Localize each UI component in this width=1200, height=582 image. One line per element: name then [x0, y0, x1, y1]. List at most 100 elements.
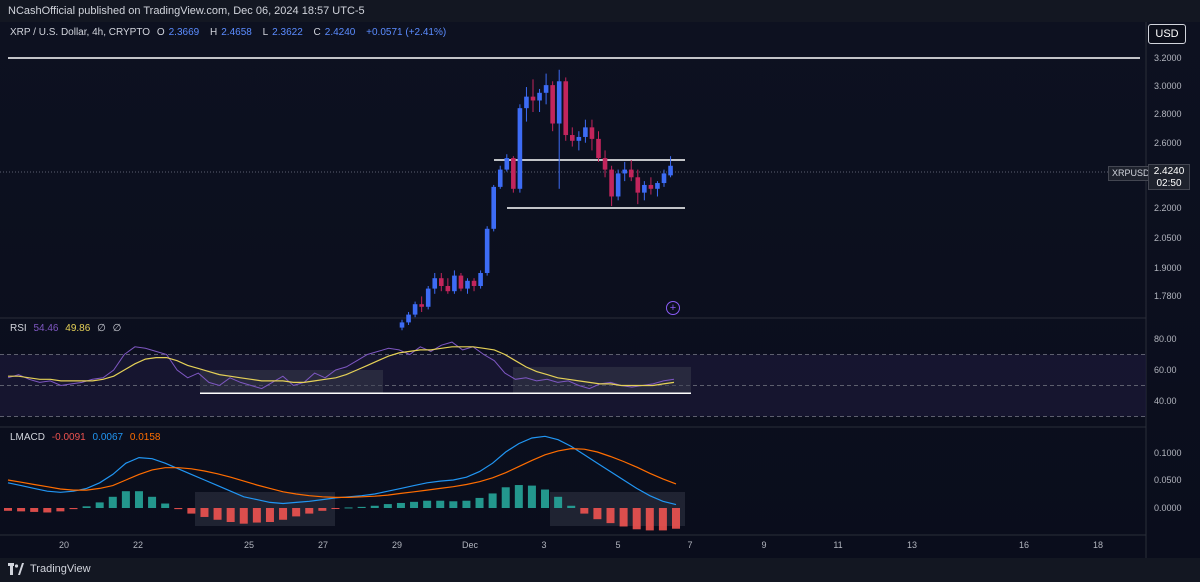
macd-histogram-bar: [279, 508, 288, 520]
macd-histogram-bar: [161, 503, 170, 508]
rsi-axis-label: 40.00: [1154, 396, 1177, 406]
candle-body: [583, 127, 588, 137]
macd-histogram-bar: [30, 508, 39, 512]
macd-histogram-bar: [488, 493, 497, 508]
macd-histogram-bar: [226, 508, 235, 522]
time-axis-label: 29: [391, 540, 403, 550]
bar-countdown: 02:50: [1156, 178, 1182, 189]
time-axis-label: 27: [317, 540, 329, 550]
time-axis-label: 16: [1018, 540, 1030, 550]
macd-histogram-bar: [501, 487, 510, 508]
low-value: 2.3622: [272, 27, 303, 38]
time-axis-label: 25: [243, 540, 255, 550]
macd-histogram-bar: [69, 508, 78, 510]
price-axis-label: 2.6000: [1154, 138, 1182, 148]
macd-histogram-bar: [645, 508, 654, 531]
candle-body: [648, 184, 654, 189]
candle-body: [439, 278, 444, 286]
price-axis-label: 1.9000: [1154, 263, 1182, 273]
candle-body: [412, 304, 418, 315]
candle-body: [622, 169, 627, 174]
macd-histogram-bar: [606, 508, 615, 524]
signal-line: [7, 447, 677, 498]
time-axis-label: 13: [906, 540, 918, 550]
last-price-tag: 2.4240 02:50: [1148, 164, 1190, 190]
price-axis-label: 2.0500: [1154, 233, 1182, 243]
macd-histogram-bar: [357, 506, 366, 508]
lmacd-axis-label: 0.1000: [1154, 448, 1182, 458]
lmacd-hist-value: -0.0091: [51, 432, 86, 443]
macd-histogram-bar: [423, 500, 432, 508]
macd-histogram-bar: [370, 505, 379, 508]
candle-body: [661, 173, 667, 184]
rsi-label[interactable]: RSI: [10, 323, 27, 334]
lmacd-axis-label: 0.0000: [1154, 503, 1182, 513]
macd-histogram-bar: [200, 508, 209, 517]
lmacd-label[interactable]: LMACD: [10, 432, 46, 443]
macd-histogram-bar: [672, 508, 680, 529]
candle-body: [635, 177, 641, 193]
macd-histogram-bar: [462, 500, 471, 508]
macd-histogram-bar: [134, 491, 143, 508]
open-label: O: [156, 27, 165, 38]
macd-histogram-bar: [567, 505, 576, 508]
candle-body: [465, 280, 470, 289]
time-axis-label: 7: [687, 540, 693, 550]
candle-body: [471, 280, 477, 286]
lmacd-axis-label: 0.0500: [1154, 475, 1182, 485]
candle-body: [458, 275, 464, 289]
candle-body: [452, 275, 457, 292]
candle-body: [642, 184, 647, 193]
price-axis-label: 3.2000: [1154, 53, 1182, 63]
lmacd-macd-value: 0.0067: [92, 432, 124, 443]
rsi-line: [7, 341, 675, 390]
currency-button[interactable]: USD: [1148, 24, 1186, 44]
macd-histogram-bar: [593, 508, 602, 520]
time-axis-label: 5: [615, 540, 621, 550]
open-value: 2.3669: [168, 27, 200, 38]
candle-body: [537, 92, 542, 101]
rsi-axis-label: 80.00: [1154, 334, 1177, 344]
macd-histogram-bar: [436, 500, 445, 508]
tradingview-logo[interactable]: TradingView: [8, 563, 91, 575]
candle-body: [511, 158, 516, 189]
macd-histogram-bar: [554, 496, 563, 508]
time-axis-label: 20: [58, 540, 70, 550]
macd-histogram-bar: [213, 508, 222, 520]
macd-histogram-bar: [187, 508, 196, 514]
rsi-empty-1: ∅: [97, 323, 106, 334]
candle-body: [491, 186, 496, 229]
chart-canvas[interactable]: [0, 22, 1200, 558]
add-plus-icon[interactable]: +: [666, 301, 680, 315]
change-value: +0.0571 (+2.41%): [366, 27, 447, 38]
macd-histogram-bar: [475, 497, 484, 508]
macd-histogram-bar: [580, 508, 589, 514]
macd-histogram-bar: [318, 508, 327, 511]
rsi-legend: RSI 54.46 49.86 ∅ ∅: [10, 323, 125, 334]
macd-histogram-bar: [265, 508, 274, 522]
low-label: L: [262, 27, 269, 38]
time-axis-label: 9: [761, 540, 767, 550]
candle-body: [609, 169, 614, 197]
candle-body: [419, 304, 424, 307]
candle-body: [425, 288, 431, 307]
candle-body: [655, 183, 660, 189]
lmacd-signal-value: 0.0158: [129, 432, 161, 443]
macd-histogram-bar: [305, 508, 314, 514]
macd-histogram-bar: [148, 496, 157, 508]
candle-body: [445, 286, 451, 292]
tradingview-icon: [8, 563, 24, 575]
macd-histogram-bar: [396, 502, 405, 508]
time-axis-label: 3: [541, 540, 547, 550]
price-axis-label: 2.8000: [1154, 109, 1182, 119]
macd-histogram-bar: [108, 496, 117, 508]
symbol-price-tag: XRPUSD: [1108, 166, 1154, 181]
candle-body: [615, 173, 621, 197]
publisher-bar: NCashOfficial published on TradingView.c…: [0, 0, 1200, 22]
symbol-name[interactable]: XRP / U.S. Dollar, 4h, CRYPTO: [10, 27, 151, 38]
macd-histogram-bar: [4, 508, 12, 511]
candle-body: [543, 85, 549, 93]
time-axis-label: 11: [833, 540, 843, 550]
